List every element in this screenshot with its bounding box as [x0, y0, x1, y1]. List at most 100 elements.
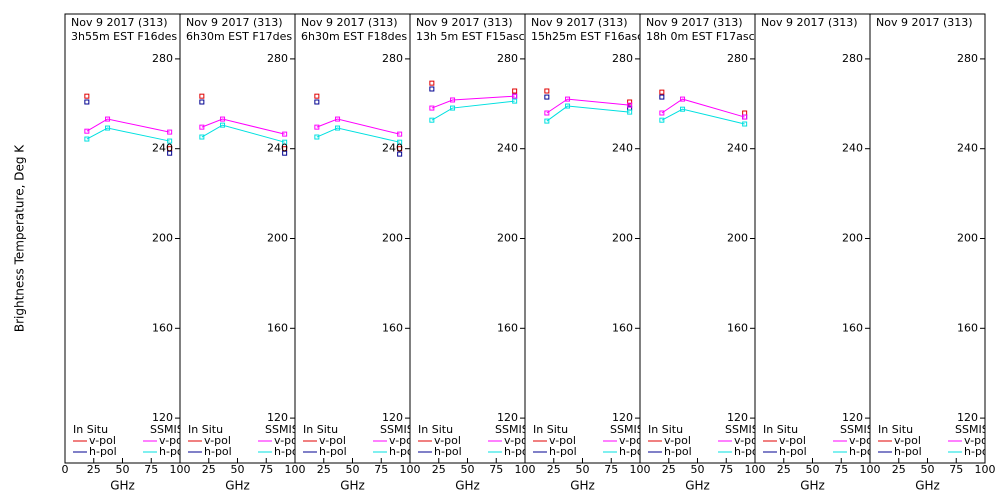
y-tick-label: 240	[957, 142, 978, 155]
y-tick-label: 240	[727, 142, 748, 155]
legend-group: SSMIS	[840, 423, 874, 436]
series-line	[546, 105, 630, 122]
x-axis-label: GHz	[340, 479, 365, 493]
data-point	[397, 131, 403, 137]
panel-title: Nov 9 2017 (313)	[531, 16, 628, 29]
data-point	[105, 116, 111, 122]
data-point	[659, 117, 665, 123]
series-line	[201, 118, 285, 135]
data-point	[680, 96, 686, 102]
x-tick-label: 75	[259, 463, 273, 476]
y-tick-label: 160	[382, 321, 403, 334]
data-point	[544, 110, 550, 116]
y-tick-label: 120	[842, 411, 863, 424]
series-line	[661, 98, 745, 118]
x-axis-label: GHz	[110, 479, 135, 493]
x-tick-label: 50	[576, 463, 590, 476]
panel: Nov 9 2017 (313)In Situ SSMISv-polh-polv-…	[754, 13, 881, 493]
panel-subtitle: 3h55m EST F16des	[71, 30, 177, 43]
data-point	[450, 105, 456, 111]
panel-clip: Nov 9 2017 (313)13h 5m EST F15asc In Situ…	[416, 16, 525, 458]
panel-clip: Nov 9 2017 (313)In Situ SSMISv-polh-polv-…	[761, 16, 876, 458]
y-tick-label: 120	[267, 411, 288, 424]
panel: Nov 9 2017 (313)6h30m EST F18des In Situ S…	[294, 13, 421, 493]
data-point	[397, 146, 403, 152]
legend-group: In Situ	[303, 423, 338, 436]
y-tick-label: 120	[727, 411, 748, 424]
y-tick-label: 160	[612, 321, 633, 334]
legend-label: v-pol	[204, 434, 231, 447]
legend-label: h-pol	[664, 445, 692, 458]
y-tick-label: 280	[152, 52, 173, 65]
x-tick-label: 50	[691, 463, 705, 476]
y-tick-label: 240	[612, 142, 633, 155]
panel: Nov 9 2017 (313)In Situ SSMISv-polh-polv-…	[869, 13, 996, 493]
y-tick-label: 200	[957, 232, 978, 245]
legend-group: SSMIS	[150, 423, 184, 436]
data-point	[199, 93, 205, 99]
panel-subtitle: 13h 5m EST F15asc	[416, 30, 525, 43]
legend-label: v-pol	[274, 434, 301, 447]
x-tick-label: 75	[834, 463, 848, 476]
panel-subtitle: 6h30m EST F18des	[301, 30, 407, 43]
data-point	[544, 118, 550, 124]
x-axis-label: GHz	[455, 479, 480, 493]
data-point	[565, 96, 571, 102]
data-point	[105, 125, 111, 131]
legend-label: v-pol	[849, 434, 876, 447]
legend-group: In Situ	[533, 423, 568, 436]
legend-label: v-pol	[89, 434, 116, 447]
y-tick-label: 240	[842, 142, 863, 155]
panel-subtitle: 15h25m EST F16asc	[531, 30, 643, 43]
data-point	[544, 88, 550, 94]
x-tick-label: 75	[144, 463, 158, 476]
legend-label: h-pol	[274, 445, 302, 458]
y-tick-label: 240	[152, 142, 173, 155]
x-axis-label: GHz	[225, 479, 250, 493]
y-tick-label: 120	[612, 411, 633, 424]
legend-group: In Situ	[763, 423, 798, 436]
panel-title: Nov 9 2017 (313)	[876, 16, 973, 29]
x-tick-label: 75	[719, 463, 733, 476]
series-line	[86, 118, 170, 133]
y-tick-label: 280	[382, 52, 403, 65]
x-tick-label: 100	[630, 463, 651, 476]
legend-label: h-pol	[89, 445, 117, 458]
panel-title: Nov 9 2017 (313)	[301, 16, 398, 29]
y-tick-label: 280	[957, 52, 978, 65]
data-point	[397, 151, 403, 157]
legend-group: In Situ	[188, 423, 223, 436]
data-point	[282, 131, 288, 137]
x-tick-label: 100	[515, 463, 536, 476]
data-point	[167, 129, 173, 135]
data-point	[167, 138, 173, 144]
legend-group: In Situ	[878, 423, 913, 436]
y-tick-label: 280	[612, 52, 633, 65]
x-tick-label: 75	[374, 463, 388, 476]
data-point	[335, 125, 341, 131]
legend-label: v-pol	[159, 434, 186, 447]
series-line	[86, 127, 170, 142]
x-axis-label: GHz	[800, 479, 825, 493]
data-point	[565, 103, 571, 109]
x-tick-label: 50	[461, 463, 475, 476]
series-line	[431, 100, 515, 121]
data-point	[220, 122, 226, 128]
data-point	[314, 93, 320, 99]
panel: Nov 9 2017 (313)18h 0m EST F17asc In Situ…	[639, 13, 766, 493]
y-tick-label: 160	[842, 321, 863, 334]
panel-clip: Nov 9 2017 (313)In Situ SSMISv-polh-polv-…	[876, 16, 992, 458]
data-point	[742, 121, 748, 127]
y-tick-label: 120	[497, 411, 518, 424]
panel: Nov 9 2017 (313)13h 5m EST F15asc In Situ…	[409, 13, 536, 493]
data-point	[84, 136, 90, 142]
y-tick-label: 200	[267, 232, 288, 245]
legend-label: h-pol	[549, 445, 577, 458]
series-line	[316, 127, 400, 143]
data-point	[429, 80, 435, 86]
legend-label: h-pol	[964, 445, 992, 458]
x-tick-label: 25	[87, 463, 101, 476]
data-point	[742, 114, 748, 120]
x-tick-label: 25	[662, 463, 676, 476]
x-tick-label: 25	[777, 463, 791, 476]
